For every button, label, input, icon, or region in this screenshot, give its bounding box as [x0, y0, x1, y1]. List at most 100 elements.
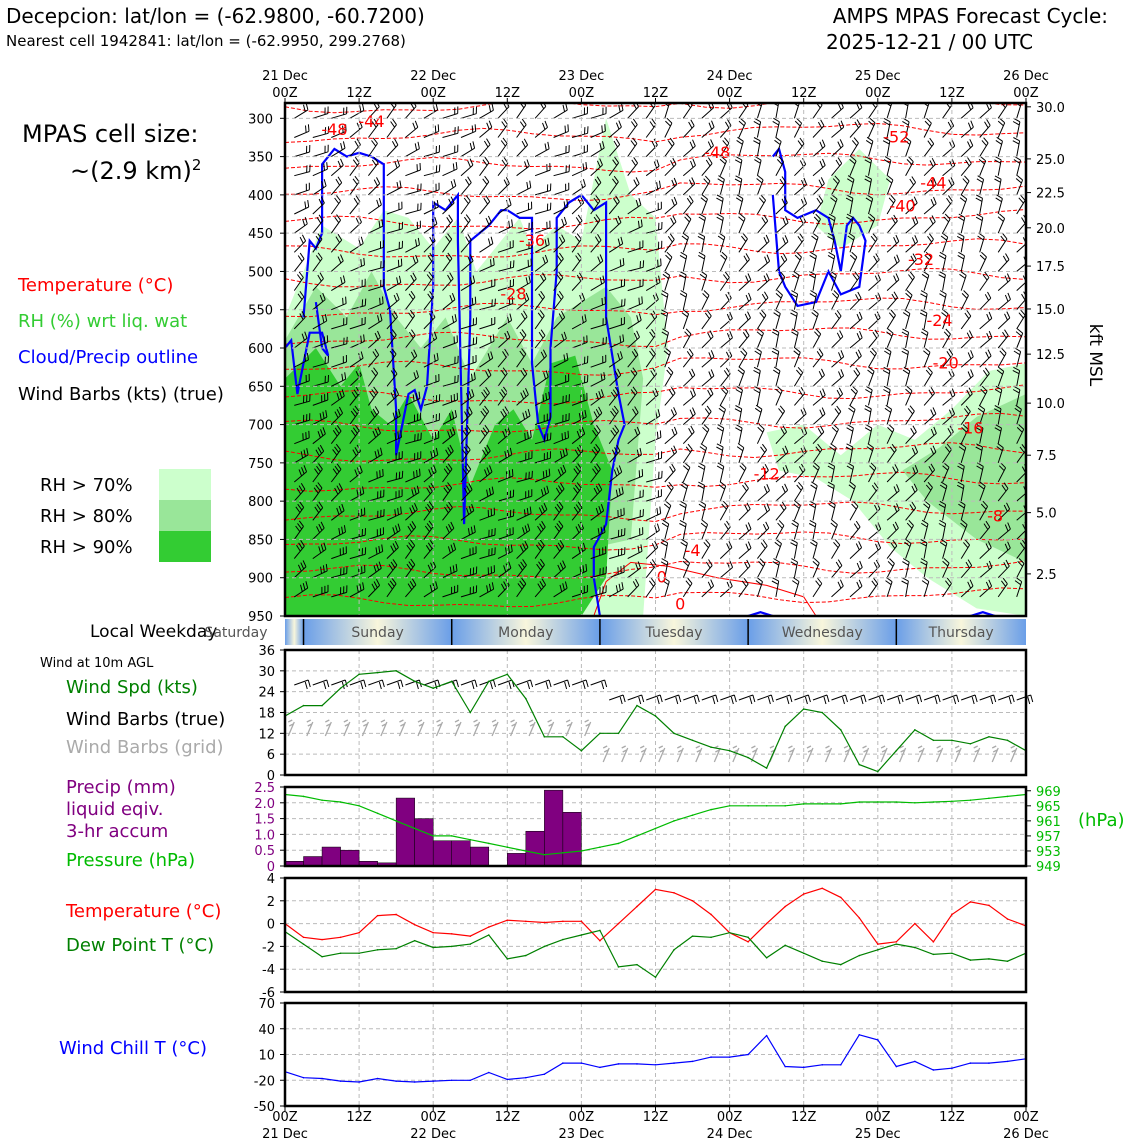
- wind-barb: [904, 538, 912, 559]
- wind-barb: [516, 159, 530, 177]
- pressure-line-point: [580, 850, 583, 852]
- wind-barb: [609, 507, 625, 521]
- precip-bar: [525, 830, 545, 867]
- isotherm-label: -44: [358, 112, 384, 131]
- wind-barb-true: [534, 679, 552, 690]
- wind-barb: [960, 519, 968, 540]
- wind-barbs-upper: [293, 103, 1026, 598]
- wind-barb: [405, 290, 416, 310]
- wind-barb: [738, 213, 746, 234]
- wind-barb: [812, 425, 825, 445]
- wind-barb: [627, 426, 641, 445]
- pressure-line-point: [747, 805, 749, 807]
- wind-barb-true: [812, 694, 830, 705]
- wind-barb: [479, 278, 496, 292]
- dewpoint-line-point: [395, 947, 397, 950]
- wind-speed-line-point: [302, 704, 305, 707]
- wind-barb: [608, 215, 622, 234]
- wind-barb: [717, 232, 726, 253]
- wind-barb: [754, 156, 762, 176]
- wind-barb: [349, 528, 366, 540]
- wind-barb: [460, 158, 474, 177]
- wind-barb: [460, 254, 474, 272]
- wind-barb: [609, 298, 626, 311]
- wind-barb: [698, 251, 706, 272]
- wind-barb: [664, 251, 673, 272]
- wind-barb-grid: [639, 745, 647, 763]
- wind-barb: [942, 195, 953, 215]
- wind-barb: [738, 233, 748, 253]
- wind-barb: [921, 577, 930, 598]
- wind-barb: [330, 254, 344, 272]
- wind-barb: [294, 413, 311, 426]
- wind-barb: [886, 424, 895, 444]
- wind-barb: [960, 350, 974, 368]
- weekday-band: [599, 619, 749, 645]
- isotherm-line: [285, 587, 1026, 608]
- precip-bar: [562, 812, 582, 867]
- wind-barb: [942, 407, 956, 425]
- wind-barb-grid: [417, 719, 425, 737]
- wind-barb: [571, 542, 586, 560]
- wind-barb: [330, 443, 341, 464]
- bottom-xtick-date: 26 Dec: [1003, 1127, 1049, 1140]
- wind-speed-line-point: [395, 670, 397, 672]
- wind-barb: [442, 392, 458, 406]
- top-ytick-label: 900: [248, 572, 273, 587]
- wind-barb: [460, 124, 477, 138]
- cloud-outline-4: [747, 611, 774, 616]
- wind-barb: [516, 387, 529, 406]
- wind-barb: [849, 137, 859, 157]
- wind-chill-line-point: [710, 1056, 712, 1058]
- wind-barb: [405, 141, 420, 158]
- wind-barb: [442, 126, 459, 138]
- wind-speed-line-point: [654, 715, 657, 717]
- wind-barb: [479, 103, 494, 119]
- wind-barb: [756, 309, 767, 330]
- wind-barb: [809, 290, 817, 310]
- dewpoint-line-point: [376, 949, 379, 951]
- wind-barb: [849, 331, 863, 349]
- precip-bar: [303, 856, 323, 867]
- wind-barb: [905, 253, 917, 272]
- wind-barb: [977, 404, 986, 425]
- wind-barb: [460, 372, 476, 387]
- wind-barb: [386, 275, 402, 292]
- wind-barb: [978, 156, 987, 176]
- wind-barb: [701, 103, 715, 119]
- wind-barb: [386, 430, 402, 445]
- wind-barb: [590, 463, 601, 483]
- wind-barb: [718, 404, 726, 425]
- wind-barb: [608, 195, 620, 215]
- top-xtick-date: 23 Dec: [558, 69, 604, 84]
- wind-speed-line-point: [636, 704, 638, 707]
- wind-barb: [497, 426, 511, 445]
- wind-barb: [442, 314, 457, 330]
- wind-barb: [886, 291, 899, 311]
- wind-barb: [553, 164, 570, 177]
- wind-barb: [571, 427, 586, 445]
- pressure-line-point: [321, 799, 323, 801]
- wind-barb: [735, 385, 743, 406]
- dewpoint-line-point: [321, 955, 323, 958]
- pressure-line-point: [858, 801, 861, 803]
- weekday-band: [285, 619, 304, 645]
- wind-barb: [772, 558, 780, 578]
- wind-barb: [901, 577, 909, 597]
- wind-barb: [516, 348, 527, 368]
- temperature-line-point: [747, 941, 749, 943]
- wind-barb: [905, 176, 917, 196]
- legend-rh70-label: RH > 70%: [40, 475, 133, 496]
- wind-barb: [405, 220, 421, 234]
- wind-barb: [645, 310, 658, 330]
- wind-barb-grid: [898, 745, 907, 763]
- wind-barb: [682, 425, 695, 445]
- wind-barb: [405, 272, 417, 291]
- bottom-xtick-date: 24 Dec: [707, 1127, 753, 1140]
- panel-ytick-label: -2: [262, 940, 275, 955]
- wind-speed-line-point: [469, 711, 472, 714]
- wind-barb: [312, 410, 328, 426]
- dewpoint-line-point: [784, 944, 786, 947]
- wind-barb: [405, 120, 419, 138]
- wind-barb: [368, 426, 381, 445]
